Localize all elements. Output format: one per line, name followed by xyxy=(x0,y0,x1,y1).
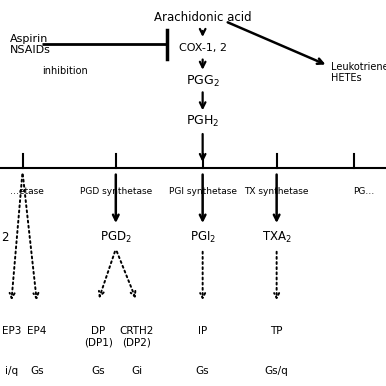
Text: PGD$_2$: PGD$_2$ xyxy=(100,230,132,245)
Text: Gs: Gs xyxy=(30,366,44,376)
Text: Gs: Gs xyxy=(91,366,105,376)
Text: TX synthetase: TX synthetase xyxy=(244,186,309,196)
Text: PG…: PG… xyxy=(353,186,374,196)
Text: IP: IP xyxy=(198,326,207,336)
Text: i/q: i/q xyxy=(5,366,18,376)
Text: Aspirin
NSAIDs: Aspirin NSAIDs xyxy=(10,34,51,55)
Text: PGI$_2$: PGI$_2$ xyxy=(190,230,216,245)
Text: PGD synthetase: PGD synthetase xyxy=(80,186,152,196)
Text: TP: TP xyxy=(270,326,283,336)
Text: PGH$_2$: PGH$_2$ xyxy=(186,114,219,129)
Text: PGG$_2$: PGG$_2$ xyxy=(186,73,220,89)
Text: inhibition: inhibition xyxy=(42,66,88,76)
Text: Arachidonic acid: Arachidonic acid xyxy=(154,11,251,24)
Text: EP4: EP4 xyxy=(27,326,47,336)
Text: Gi: Gi xyxy=(131,366,142,376)
Text: …etase: …etase xyxy=(10,186,44,196)
Text: Gs: Gs xyxy=(196,366,210,376)
Text: Gs/q: Gs/q xyxy=(265,366,288,376)
Text: CRTH2
(DP2): CRTH2 (DP2) xyxy=(120,326,154,348)
Text: 2: 2 xyxy=(2,231,9,244)
Text: TXA$_2$: TXA$_2$ xyxy=(262,230,291,245)
Text: COX-1, 2: COX-1, 2 xyxy=(179,43,227,53)
Text: EP3: EP3 xyxy=(2,326,21,336)
Text: PGI synthetase: PGI synthetase xyxy=(169,186,237,196)
Text: Leukotrienes (LTs),
HETEs: Leukotrienes (LTs), HETEs xyxy=(331,62,386,83)
Text: DP
(DP1): DP (DP1) xyxy=(84,326,113,348)
